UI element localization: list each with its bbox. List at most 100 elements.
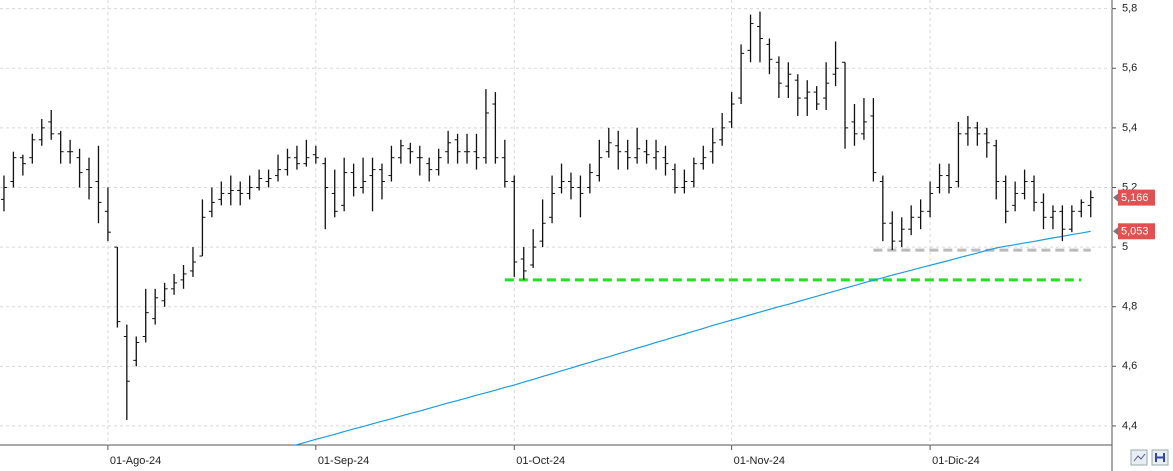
ohlc-bar (624, 139, 631, 170)
ohlc-bar (350, 163, 357, 197)
ohlc-bar (360, 157, 367, 194)
ohlc-bar (804, 80, 811, 116)
x-tick-label: 01-Oct-24 (516, 455, 565, 467)
ohlc-bar (511, 175, 518, 277)
toolbar-icons (1130, 449, 1169, 466)
ohlc-bar (643, 139, 650, 164)
ohlc-bar (104, 187, 111, 242)
ohlc-bar (397, 139, 404, 164)
y-tick-label: 5,8 (1122, 3, 1137, 15)
ohlc-bar (634, 127, 641, 164)
ohlc-bar (369, 157, 376, 212)
ohlc-bar (832, 41, 839, 87)
ohlc-bar (709, 127, 716, 164)
ohlc-bar (161, 282, 168, 307)
ohlc-bar (889, 211, 896, 251)
y-tick-label: 5 (1122, 241, 1128, 253)
ohlc-bar (492, 92, 499, 164)
ohlc-bar (1068, 205, 1075, 233)
ohlc-bar (473, 133, 480, 170)
ohlc-bar (312, 145, 319, 164)
ohlc-bar (416, 145, 423, 176)
ohlc-bar (1059, 205, 1066, 242)
ohlc-bar (388, 145, 395, 182)
ohlc-bar (539, 199, 546, 248)
ohlc-bar (936, 163, 943, 194)
ohlc-bar (842, 61, 849, 149)
ohlc-bar (38, 118, 45, 146)
ohlc-bar (1002, 175, 1009, 224)
ohlc-bar (95, 145, 102, 224)
price-label-pointer (1113, 227, 1118, 236)
ohlc-bar (766, 38, 773, 75)
y-tick-label: 5,4 (1122, 122, 1137, 134)
ohlc-bar (227, 175, 234, 206)
ohlc-bar (567, 172, 574, 200)
ohlc-bar (615, 130, 622, 170)
ohlc-bar (57, 130, 64, 164)
price-label: 5,166 (1121, 192, 1149, 204)
ohlc-bar (671, 163, 678, 194)
y-tick-label: 4,6 (1122, 360, 1137, 372)
ohlc-bar (955, 121, 962, 188)
y-tick-label: 4,4 (1122, 420, 1137, 432)
price-label: 5,053 (1121, 226, 1149, 238)
ohlc-bar (653, 139, 660, 170)
ohlc-bar (681, 169, 688, 194)
price-label-pointer (1113, 193, 1118, 202)
ohlc-bar (586, 163, 593, 194)
ohlc-bar (284, 148, 291, 176)
icon-glyph (1133, 453, 1146, 462)
ohlc-bar (322, 157, 329, 230)
ohlc-bar (719, 112, 726, 146)
ohlc-bar (237, 181, 244, 206)
ohlc-bar (785, 62, 792, 99)
ohlc-bar (293, 145, 300, 170)
ohlc-bar (275, 154, 282, 182)
ohlc-bar (974, 121, 981, 146)
ohlc-bar (180, 264, 187, 289)
ohlc-bar (738, 44, 745, 105)
ohlc-bar (549, 175, 556, 224)
ohlc-bar (917, 199, 924, 230)
ohlc-bar (10, 151, 17, 188)
ohlc-bar (256, 169, 263, 191)
ohlc-bar (520, 247, 527, 280)
x-tick-label: 01-Ago-24 (110, 455, 161, 467)
ohlc-bar (142, 288, 149, 343)
ohlc-bar (860, 98, 867, 140)
ohlc-bar (501, 139, 508, 188)
plot-area (0, 0, 1112, 445)
ohlc-bar (218, 181, 225, 206)
ohlc-bar (983, 127, 990, 158)
ohlc-bar (898, 217, 905, 248)
ohlc-bar (171, 273, 178, 295)
ohlc-bar (454, 133, 461, 164)
ohlc-bar (0, 175, 7, 212)
ohlc-bar (813, 86, 820, 110)
ohlc-bar (86, 157, 93, 200)
ohlc-bar (29, 133, 36, 164)
ohlc-bar (114, 246, 121, 328)
ohlc-bar (728, 92, 735, 128)
ohlc-bar (152, 288, 159, 325)
ohlc-bar (19, 154, 26, 176)
ohlc-bar (690, 157, 697, 188)
ohlc-bar (1012, 181, 1019, 212)
ohlc-bar (265, 169, 272, 188)
ohlc-bar (823, 62, 830, 110)
icon-glyph (1155, 453, 1165, 462)
ohlc-bar (378, 163, 385, 200)
ohlc-bar (756, 11, 763, 63)
ohlc-bar (464, 133, 471, 164)
ohlc-bar (1078, 199, 1085, 218)
ohlc-bar (133, 336, 140, 367)
ohlc-bar (407, 142, 414, 164)
ohlc-bar (993, 139, 1000, 200)
ohlc-bar (1087, 190, 1094, 218)
x-tick-label: 01-Nov-24 (734, 455, 785, 467)
ohlc-bar (530, 229, 537, 268)
ohlc-bar (208, 187, 215, 218)
ohlc-bar (1049, 205, 1056, 230)
